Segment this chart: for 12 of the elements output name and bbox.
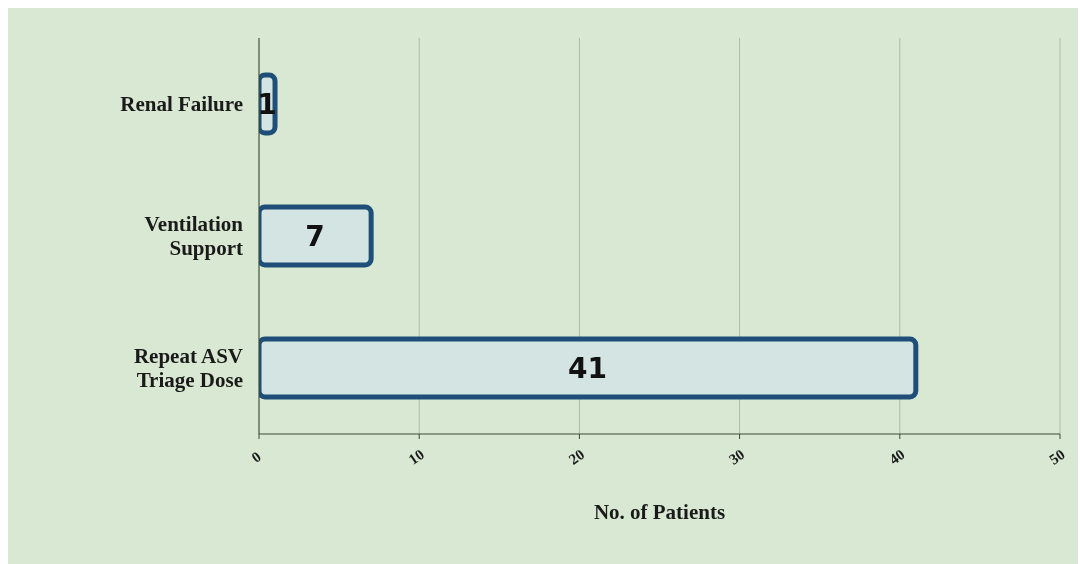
y-tick-label: Renal Failure: [120, 92, 243, 116]
x-tick-label: 20: [565, 446, 588, 468]
x-tick-label: 50: [1046, 446, 1068, 468]
x-axis-title: No. of Patients: [593, 500, 726, 524]
y-tick-label: Ventilation Support: [144, 212, 244, 260]
x-tick-label: 0: [248, 448, 264, 466]
data-label: 41: [567, 351, 607, 385]
x-tick-label: 30: [726, 446, 748, 468]
data-label: 7: [305, 219, 325, 253]
x-tick-label: 10: [405, 446, 428, 468]
y-tick-label: Repeat ASV Triage Dose: [133, 344, 243, 392]
x-tick-label: 40: [886, 446, 908, 468]
